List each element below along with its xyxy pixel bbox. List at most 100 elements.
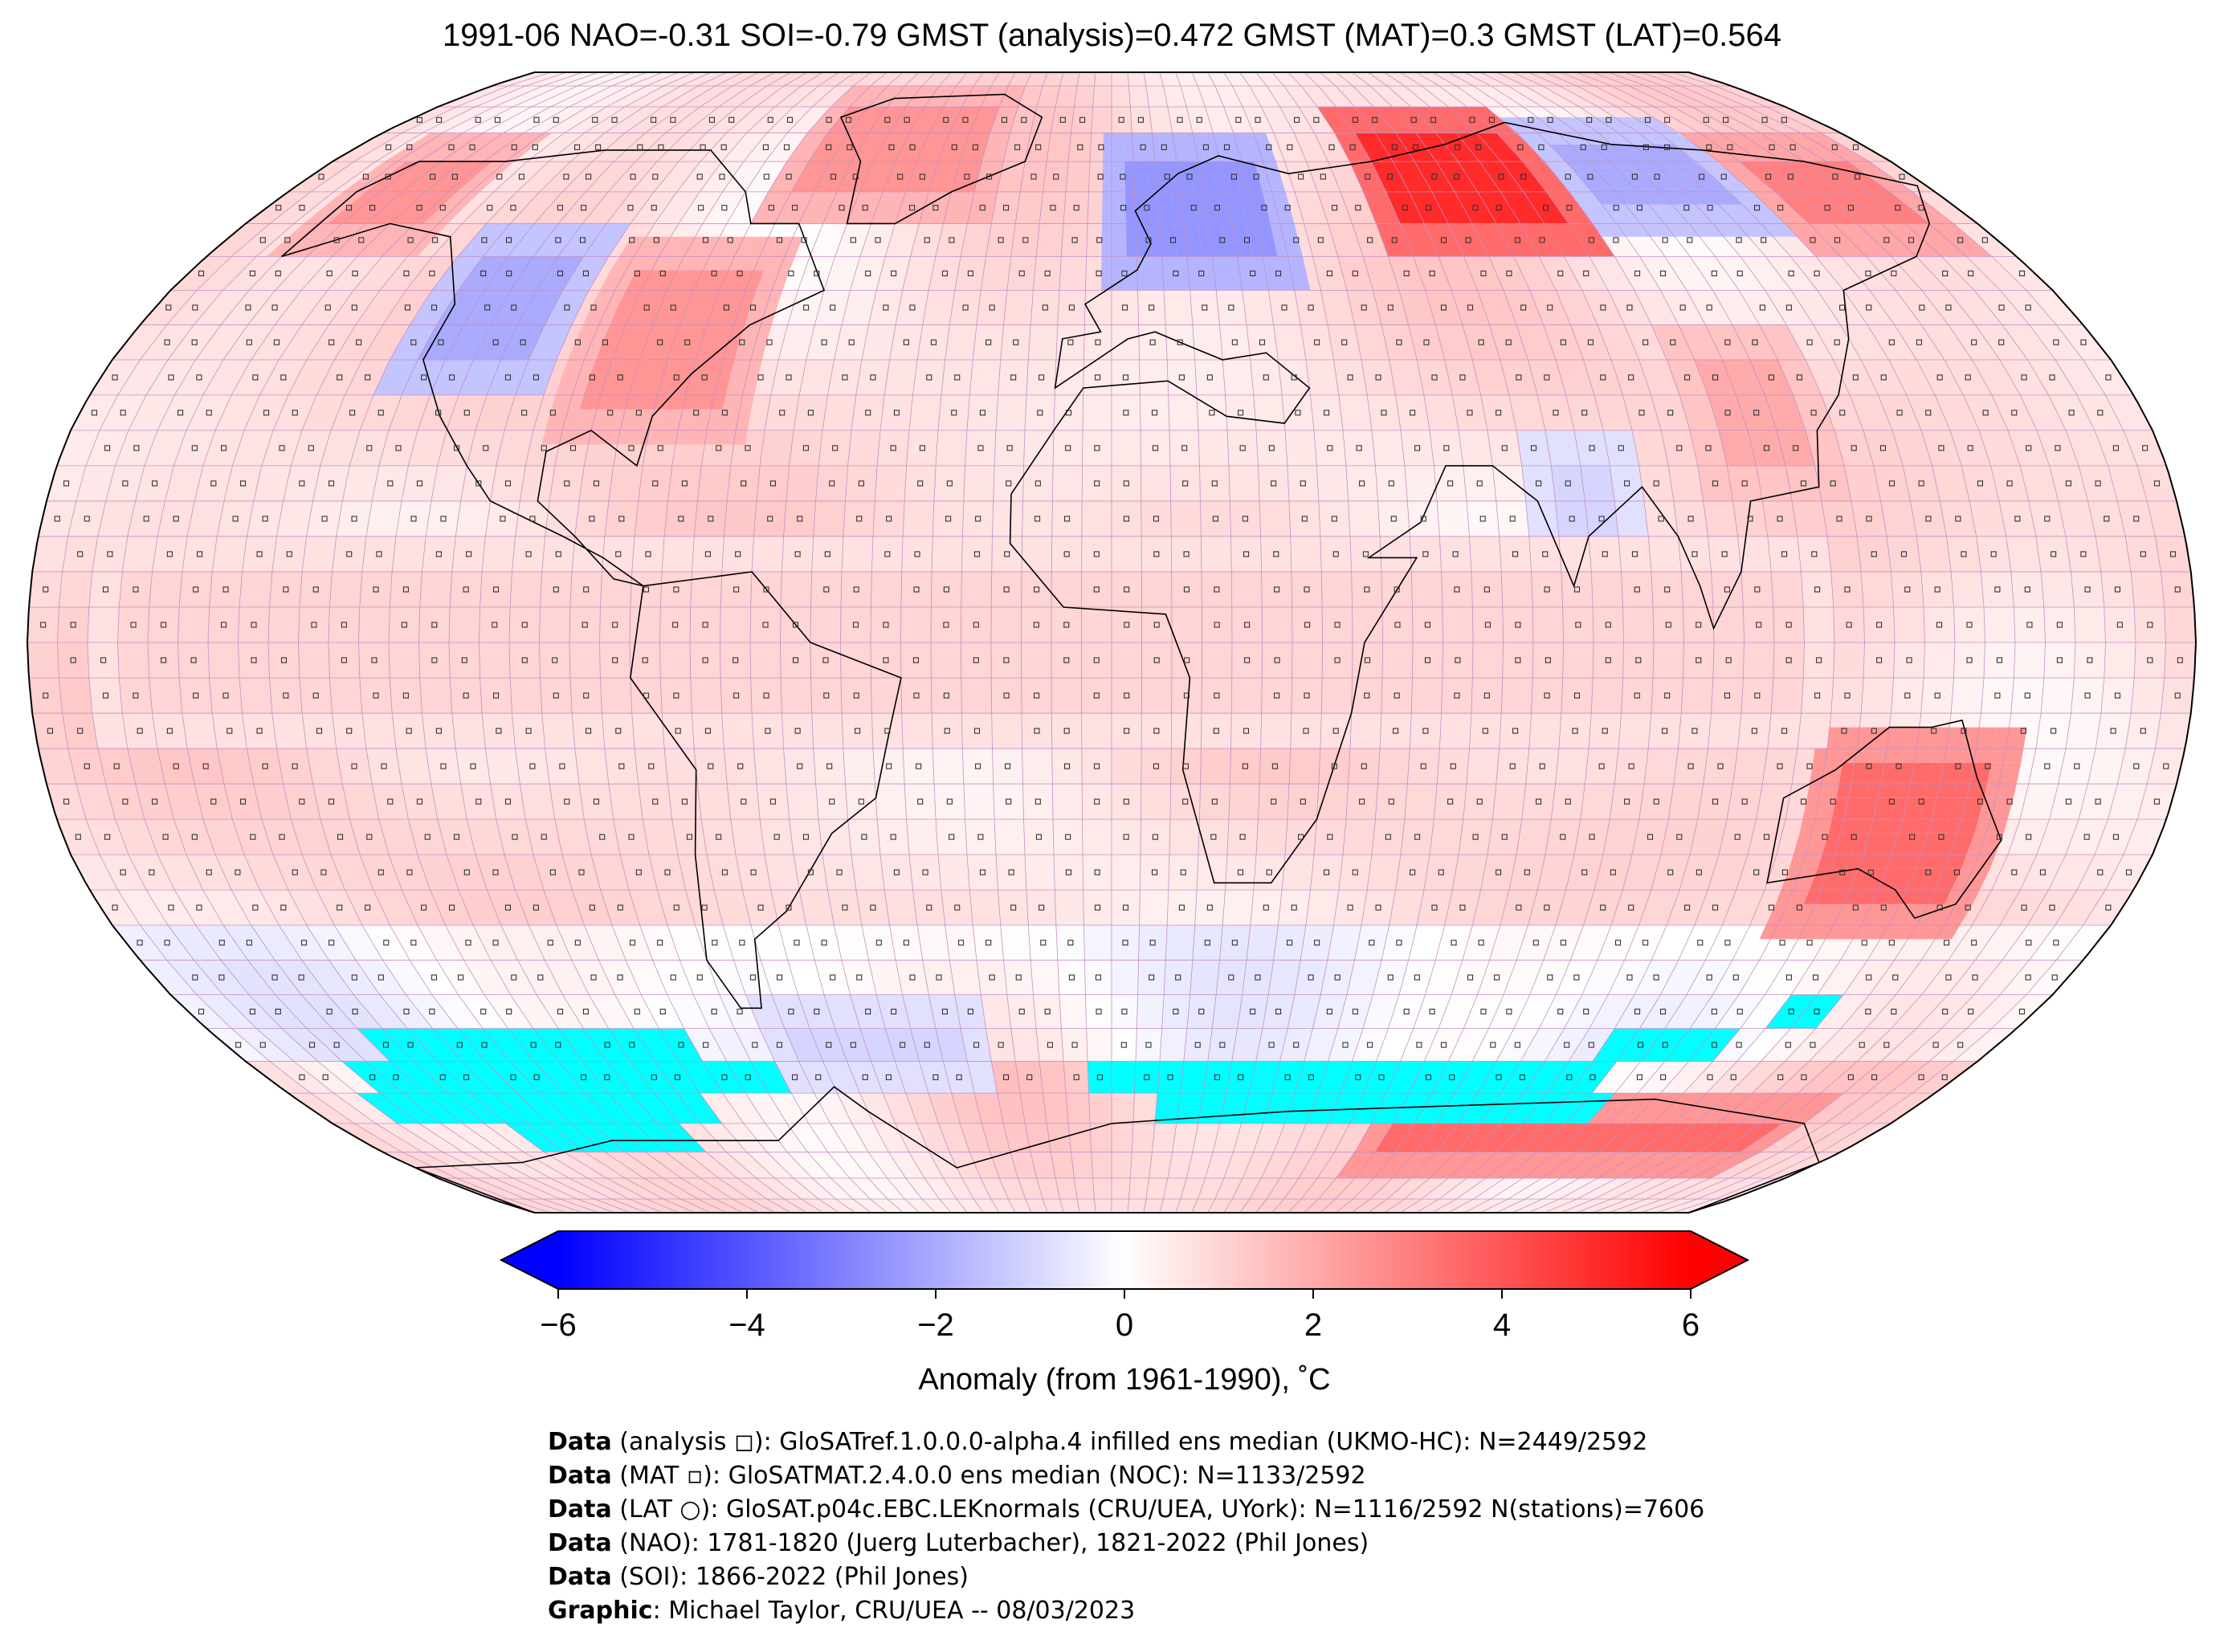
grid-cell (2104, 607, 2136, 642)
grid-cell (1542, 1178, 1598, 1199)
grid-cell (1003, 290, 1034, 325)
anomaly-cell (1021, 642, 1052, 678)
anomaly-cell (1439, 713, 1471, 749)
grid-cell (545, 960, 590, 995)
anomaly-cell (1501, 678, 1533, 713)
grid-cell (1413, 994, 1452, 1029)
anomaly-cell (1380, 536, 1412, 572)
grid-cell (722, 1093, 765, 1124)
grid-cell (1841, 994, 1896, 1029)
grid-cell (990, 1199, 1016, 1213)
grid-cell (1892, 430, 1932, 466)
grid-cell (402, 465, 438, 501)
grid-cell (625, 1152, 682, 1178)
grid-cell (807, 1152, 850, 1178)
grid-cell (1010, 223, 1040, 257)
grid-cell (1480, 855, 1516, 891)
grid-cell (1646, 1178, 1711, 1199)
grid-cell (932, 500, 964, 536)
grid-cell (1521, 784, 1556, 820)
grid-cell (786, 1123, 828, 1152)
anomaly-cell (1141, 572, 1172, 607)
anomaly-cell (332, 713, 366, 749)
anomaly-cell (1501, 572, 1533, 607)
grid-cell (1594, 855, 1632, 891)
map-globe (26, 71, 2197, 1214)
anomaly-cell (1614, 500, 1649, 536)
grid-cell (1881, 1028, 1942, 1062)
grid-cell (1924, 642, 1955, 678)
grid-cell (1161, 994, 1190, 1029)
anomaly-cell (1797, 536, 1831, 572)
grid-cell (1066, 1093, 1091, 1124)
grid-cell (1318, 500, 1350, 536)
grid-cell (1316, 465, 1349, 501)
grid-cell (75, 465, 116, 501)
grid-cell (1320, 960, 1355, 995)
grid-cell (1025, 855, 1055, 891)
grid-cell (2066, 819, 2108, 855)
anomaly-cell (479, 607, 510, 642)
grid-cell (59, 572, 92, 607)
anomaly-cell (630, 607, 661, 642)
grid-cell (1984, 607, 2015, 642)
grid-cell (663, 1199, 712, 1213)
grid-cell (1975, 925, 2028, 961)
grid-cell (1491, 1178, 1542, 1199)
grid-cell (818, 1199, 855, 1213)
grid-cell (545, 748, 579, 785)
grid-cell (544, 1152, 606, 1178)
anomaly-cell (1261, 678, 1292, 713)
grid-cell (794, 394, 828, 430)
anomaly-cell (1201, 536, 1232, 572)
grid-cell (1112, 1028, 1137, 1062)
grid-cell (1167, 890, 1198, 925)
anomaly-cell (1653, 642, 1684, 678)
grid-cell (487, 890, 529, 925)
grid-cell (1333, 890, 1368, 925)
grid-cell (1668, 465, 1704, 501)
grid-cell (778, 925, 815, 961)
grid-cell (1197, 855, 1227, 891)
grid-cell (1804, 1093, 1867, 1124)
anomaly-cell (602, 536, 635, 572)
grid-cell (1043, 1199, 1064, 1213)
anomaly-cell (1412, 607, 1443, 642)
anomaly-cell (269, 572, 303, 607)
grid-cell (600, 890, 640, 925)
grid-cell (316, 890, 362, 925)
grid-cell (843, 748, 875, 785)
anomaly-cell (569, 642, 601, 678)
anomaly-cell (900, 678, 932, 713)
grid-cell (1373, 960, 1409, 995)
grid-cell (965, 819, 996, 855)
grid-cell (312, 465, 350, 501)
grid-cell (1467, 748, 1500, 785)
anomaly-cell (512, 536, 545, 572)
grid-cell (709, 1028, 751, 1062)
grid-cell (202, 430, 244, 466)
grid-cell (1424, 1028, 1464, 1062)
anomaly-cell (1621, 572, 1654, 607)
grid-cell (1381, 925, 1418, 961)
anomaly-cell (1767, 536, 1802, 572)
grid-cell (887, 1178, 922, 1199)
grid-cell (261, 819, 302, 855)
grid-cell (232, 430, 273, 466)
grid-cell (556, 925, 599, 961)
grid-cell (608, 784, 643, 820)
grid-cell (291, 819, 331, 855)
anomaly-cell (1292, 572, 1323, 607)
grid-cell (129, 855, 175, 891)
grid-cell (1946, 536, 1981, 572)
anomaly-cell (1502, 642, 1533, 678)
grid-cell (1335, 1178, 1374, 1199)
grid-cell (1361, 890, 1396, 925)
grid-cell (1740, 994, 1792, 1029)
grid-cell (1138, 925, 1168, 961)
grid-cell (1893, 642, 1925, 678)
grid-cell (195, 925, 248, 961)
grid-cell (1369, 1178, 1411, 1199)
grid-cell (1981, 572, 2014, 607)
grid-cell (2000, 960, 2057, 995)
